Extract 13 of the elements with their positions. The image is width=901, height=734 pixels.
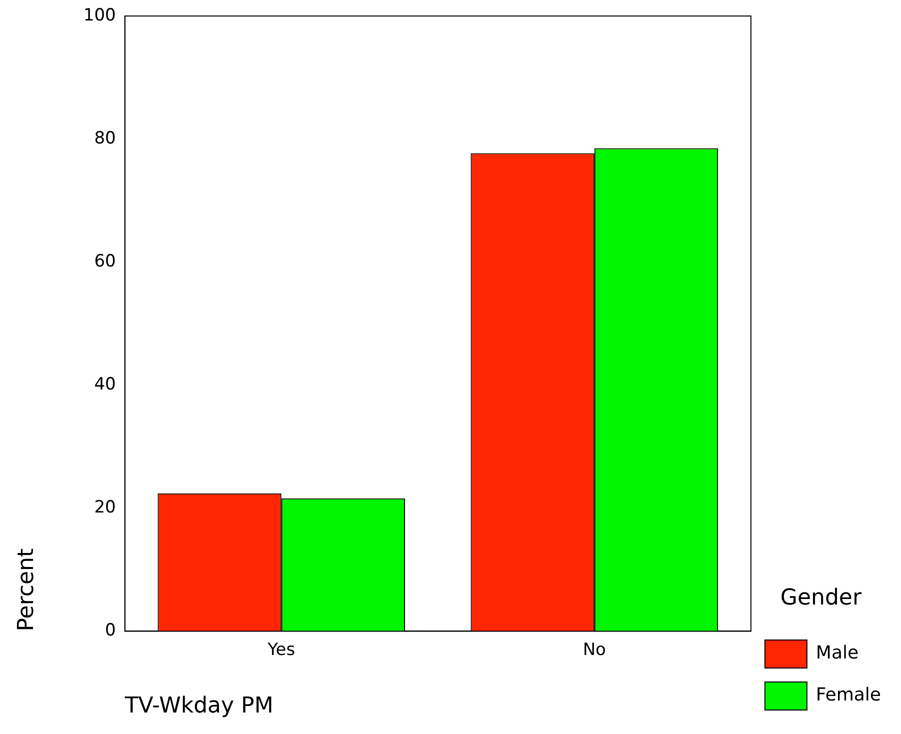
y-tick-label: 0 — [105, 620, 116, 641]
x-tick-label: No — [582, 640, 606, 660]
y-tick-label: 20 — [94, 498, 116, 518]
y-tick-label: 80 — [94, 128, 116, 148]
y-tick-label: 100 — [83, 5, 116, 26]
y-axis-title: Percent — [14, 548, 39, 632]
y-tick-label: 40 — [94, 374, 116, 395]
legend-title: Gender — [780, 585, 862, 610]
x-axis-title: TV-Wkday PM — [124, 694, 274, 719]
x-tick-label: Yes — [266, 640, 296, 660]
legend-label: Female — [816, 684, 882, 706]
legend-label: Male — [816, 642, 859, 664]
y-tick-label: 60 — [94, 252, 116, 272]
